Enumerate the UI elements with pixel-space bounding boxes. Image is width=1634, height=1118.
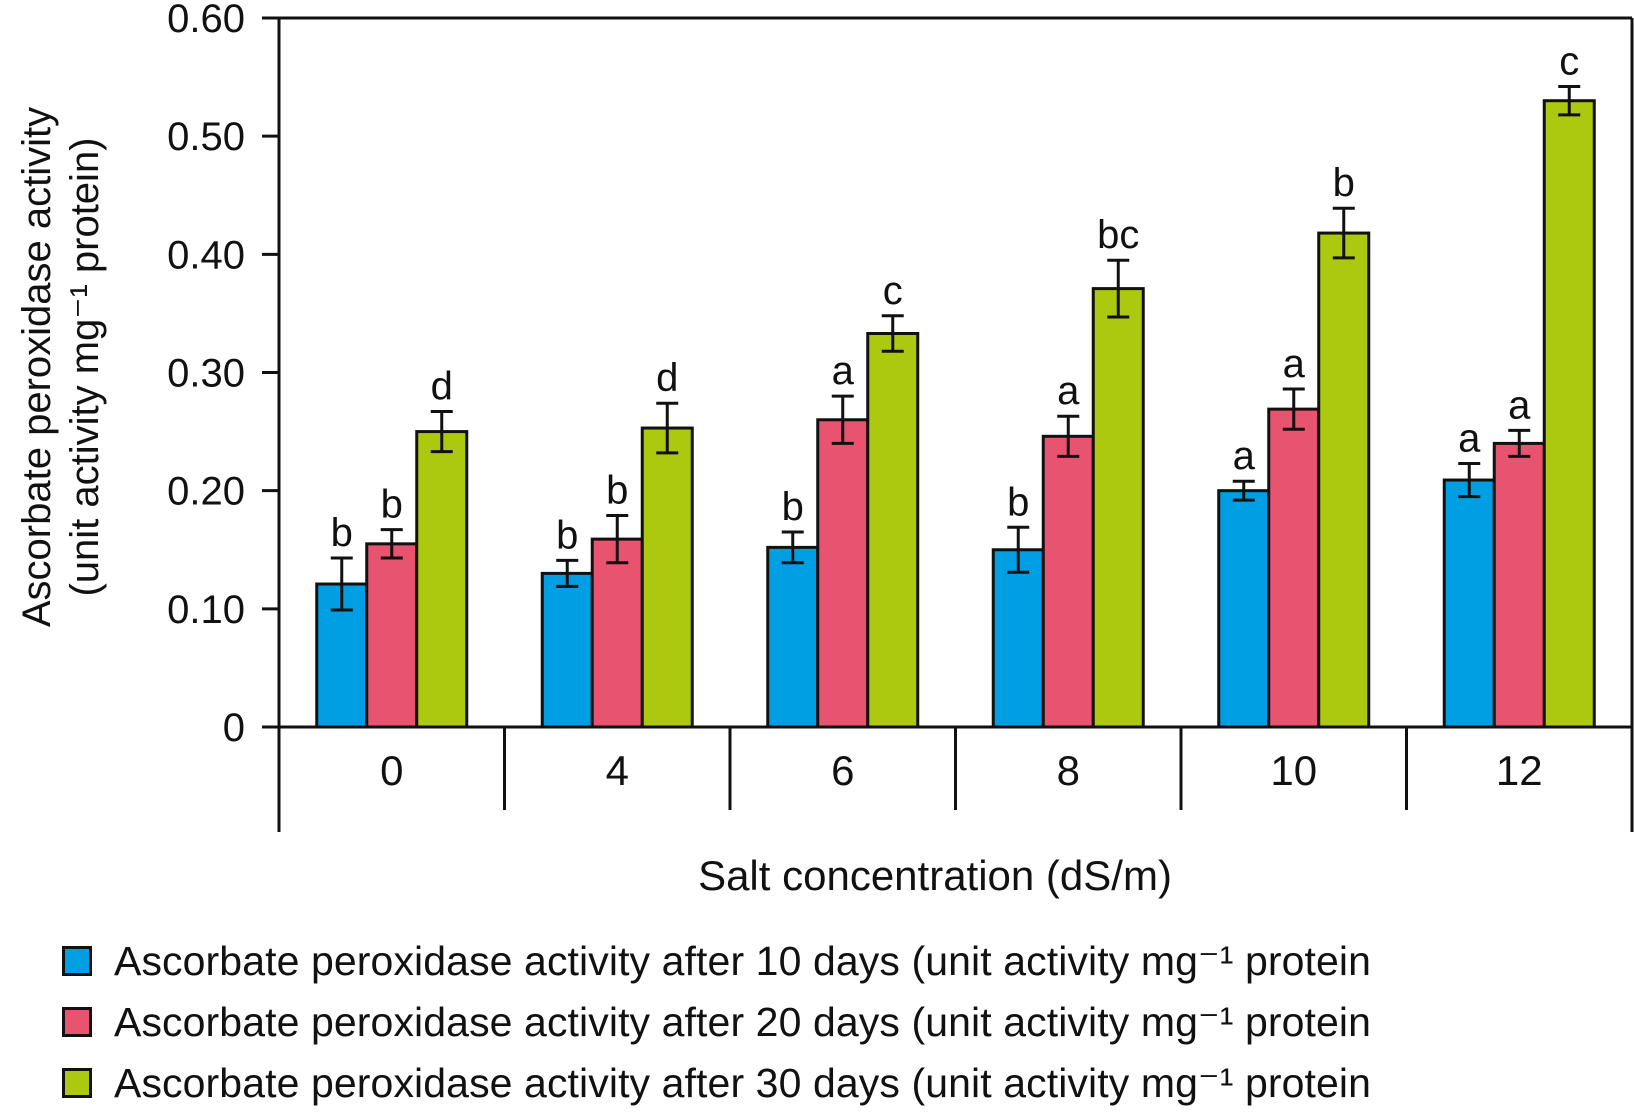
legend-label-10-days: Ascorbate peroxidase activity after 10 d…: [114, 937, 1372, 984]
legend-item-10-days: Ascorbate peroxidase activity after 10 d…: [62, 930, 1371, 991]
bar: [991, 548, 1045, 729]
legend: Ascorbate peroxidase activity after 10 d…: [62, 930, 1371, 1113]
significance-letter: d: [656, 356, 678, 400]
bar: [1317, 231, 1371, 729]
significance-letter: c: [1559, 40, 1579, 84]
significance-letter: b: [1333, 161, 1355, 205]
bar: [540, 571, 594, 729]
significance-letter: a: [1233, 434, 1256, 478]
x-tick-label: 4: [606, 747, 629, 794]
x-axis-label: Salt concentration (dS/m): [698, 852, 1172, 899]
y-tick-label: 0.20: [167, 470, 245, 514]
bar: [866, 332, 920, 729]
significance-letter: d: [431, 364, 453, 408]
bar: [1091, 287, 1145, 729]
bar: [1041, 434, 1095, 729]
bar: [1542, 99, 1596, 729]
significance-letter: a: [832, 349, 855, 393]
y-axis-label-line1: Ascorbate peroxidase activity: [15, 107, 59, 627]
significance-letter: a: [1283, 342, 1306, 386]
significance-letter: b: [606, 468, 628, 512]
legend-label-20-days: Ascorbate peroxidase activity after 20 d…: [114, 998, 1372, 1045]
x-tick-label: 6: [831, 747, 854, 794]
significance-letter: a: [1458, 416, 1481, 460]
legend-swatch-10-days: [62, 945, 92, 976]
bar: [415, 430, 469, 729]
bar: [766, 545, 820, 729]
significance-letter: c: [883, 269, 903, 313]
y-tick-label: 0.50: [167, 115, 245, 159]
y-tick-label: 0.60: [167, 0, 245, 41]
y-tick-label: 0: [223, 706, 245, 750]
significance-letter: b: [782, 485, 804, 529]
significance-letter: b: [1007, 480, 1029, 524]
significance-letter: b: [331, 511, 353, 555]
bar: [1492, 441, 1546, 729]
bar: [1267, 407, 1321, 729]
legend-swatch-30-days: [62, 1067, 92, 1098]
y-tick-label: 0.10: [167, 588, 245, 632]
bar: [1217, 489, 1271, 729]
legend-swatch-20-days: [62, 1006, 92, 1037]
x-tick-label: 12: [1496, 747, 1543, 794]
x-tick-label: 8: [1057, 747, 1080, 794]
x-tick-label: 10: [1270, 747, 1317, 794]
y-tick-label: 0.30: [167, 352, 245, 396]
y-tick-label: 0.40: [167, 233, 245, 277]
bar: [365, 542, 419, 729]
legend-item-20-days: Ascorbate peroxidase activity after 20 d…: [62, 991, 1371, 1052]
significance-letter: a: [1057, 369, 1080, 413]
bar: [816, 418, 870, 729]
bar: [640, 426, 694, 729]
legend-label-30-days: Ascorbate peroxidase activity after 30 d…: [114, 1059, 1372, 1106]
x-tick-label: 0: [380, 747, 403, 794]
significance-letter: b: [381, 483, 403, 527]
y-axis-label-line2: (unit activity mg⁻¹ protein): [63, 137, 107, 596]
bar: [590, 537, 644, 729]
legend-item-30-days: Ascorbate peroxidase activity after 30 d…: [62, 1052, 1371, 1113]
significance-letter: a: [1508, 383, 1531, 427]
significance-letter: b: [556, 513, 578, 557]
significance-letter: bc: [1097, 213, 1139, 257]
bar: [1442, 478, 1496, 729]
